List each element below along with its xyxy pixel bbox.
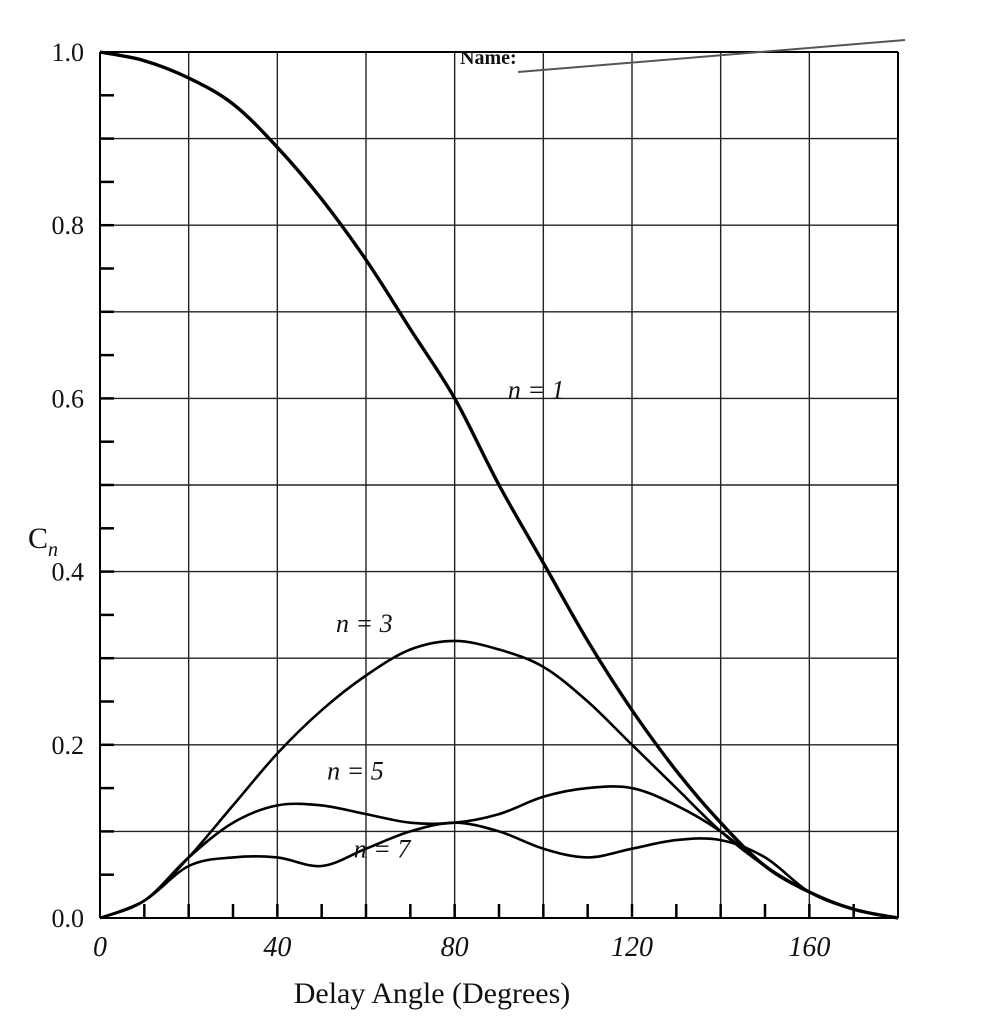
series-label: n = 7 — [354, 834, 412, 863]
x-tick-label: 160 — [788, 932, 830, 963]
y-tick-label: 0.2 — [52, 731, 85, 760]
series-line — [99, 821, 899, 920]
y-tick-label: 0.4 — [52, 558, 85, 587]
name-label: Name: — [460, 47, 517, 69]
series-group — [99, 50, 899, 920]
y-tick-label: 0.0 — [52, 904, 85, 933]
y-tick-label: 0.6 — [52, 384, 85, 413]
series-label: n = 1 — [508, 375, 565, 404]
name-underline — [517, 39, 906, 73]
tick-labels: 0.0 0.2 0.4 0.6 0.8 1.0 0 40 80 120 160 n = 1 n = 3 n… — [52, 38, 831, 963]
axes — [99, 51, 899, 919]
series-line — [99, 785, 899, 920]
x-tick-label: 80 — [441, 932, 469, 963]
x-tick-label: 120 — [611, 932, 653, 963]
x-tick-label: 40 — [263, 932, 291, 963]
x-axis-label: Delay Angle (Degrees) — [294, 977, 571, 1010]
series-label: n = 5 — [327, 756, 384, 785]
y-tick-label: 1.0 — [52, 38, 85, 67]
series-label: n = 3 — [336, 609, 393, 638]
y-axis-label: Cn — [28, 522, 58, 561]
x-tick-label: 0 — [93, 932, 107, 963]
y-tick-label: 0.8 — [52, 211, 85, 240]
